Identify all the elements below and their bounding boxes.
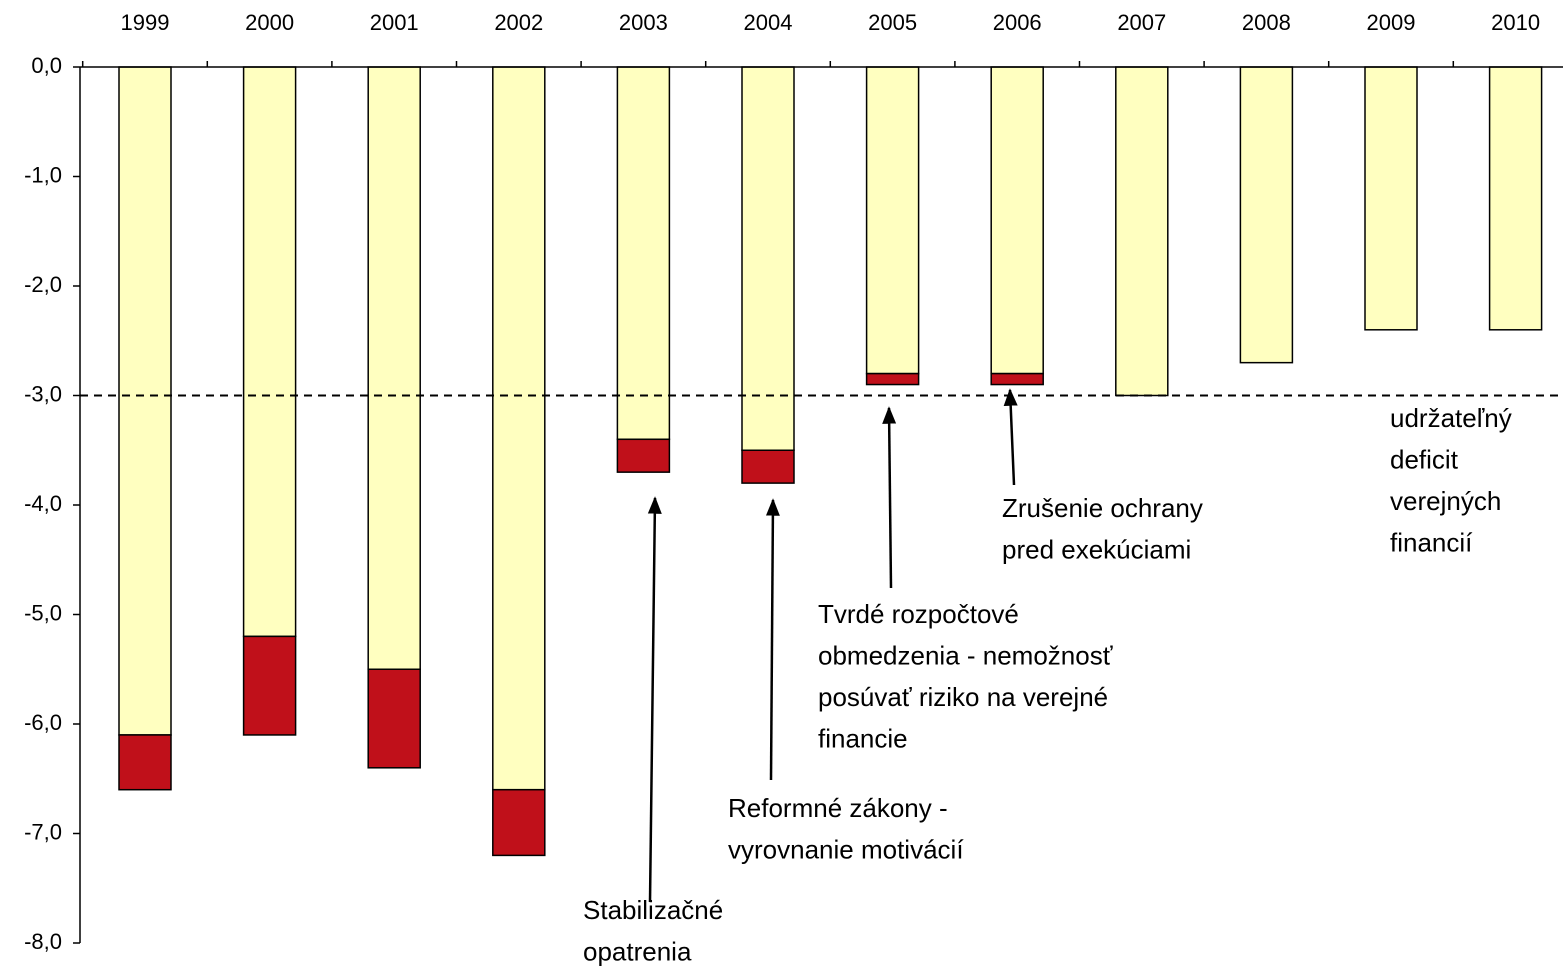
annotation-text: deficit (1390, 444, 1459, 474)
annotation-text: financií (1390, 527, 1473, 557)
y-tick-label: -4,0 (24, 491, 62, 516)
bar-segment (242, 635, 297, 736)
annotation-text: Tvrdé rozpočtové (818, 599, 1019, 629)
bar-segment (990, 372, 1044, 386)
bar-segment (367, 668, 421, 769)
annotation-text: opatrenia (583, 936, 692, 966)
annotation-text: obmedzenia - nemožnosť (818, 640, 1113, 670)
bar-segment (990, 66, 1044, 375)
y-tick-label: -1,0 (24, 162, 62, 187)
y-tick-label: -5,0 (24, 600, 62, 625)
bar-segment (1239, 66, 1294, 364)
annotation-text: vyrovnanie motivácií (728, 834, 964, 864)
x-tick-label: 2007 (1117, 10, 1166, 35)
annotation-text: posúvať riziko na verejné (818, 682, 1108, 712)
x-tick-label: 2000 (245, 10, 294, 35)
annotation-arrow (1003, 388, 1018, 486)
annotation-arrow (882, 406, 897, 589)
bar-segment (367, 66, 421, 670)
annotation-text: financie (818, 723, 908, 753)
bar-segment (242, 66, 297, 638)
bar-segment (865, 372, 920, 386)
x-tick-label: 2003 (619, 10, 668, 35)
x-tick-label: 2008 (1242, 10, 1291, 35)
y-tick-label: -8,0 (24, 929, 62, 954)
y-tick-label: -2,0 (24, 272, 62, 297)
x-tick-label: 2010 (1491, 10, 1540, 35)
bar-segment (118, 66, 172, 736)
x-tick-label: 2001 (370, 10, 419, 35)
bar-segment (492, 788, 546, 857)
annotation-text: pred exekúciami (1002, 534, 1191, 564)
annotation-arrow (647, 496, 662, 903)
x-tick-label: 2005 (868, 10, 917, 35)
y-tick-label: -6,0 (24, 710, 62, 735)
bar-segment (616, 438, 671, 473)
annotation-text: udržateľný (1390, 403, 1512, 433)
bar-segment (118, 734, 172, 791)
x-tick-label: 2004 (744, 10, 793, 35)
annotation-text: Zrušenie ochrany (1002, 493, 1203, 523)
bar-segment (1488, 66, 1543, 331)
y-tick-label: -3,0 (24, 381, 62, 406)
bar-segment (492, 66, 546, 791)
annotation-text: Stabilizačné (583, 895, 723, 925)
bar-segment (741, 66, 795, 451)
x-tick-label: 2002 (494, 10, 543, 35)
bar-segment (865, 66, 920, 375)
bar-segment (1364, 66, 1418, 331)
x-tick-label: 1999 (121, 10, 170, 35)
x-tick-label: 2006 (993, 10, 1042, 35)
y-tick-label: -7,0 (24, 819, 62, 844)
annotation-text: verejných (1390, 486, 1501, 516)
bar-segment (741, 449, 795, 484)
x-tick-label: 2009 (1367, 10, 1416, 35)
annotation-text: Reformné zákony - (728, 793, 948, 823)
bar-segment (616, 66, 671, 441)
bar-segment (1115, 66, 1169, 397)
annotation-arrow (765, 498, 780, 781)
y-tick-label: 0,0 (31, 53, 62, 78)
